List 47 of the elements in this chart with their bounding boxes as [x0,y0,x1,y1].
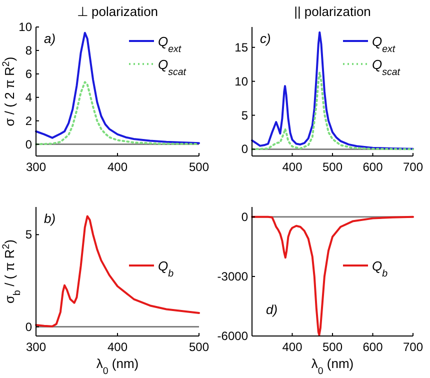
x-tick-label: 600 [362,340,384,354]
annotation: a) [44,31,56,46]
x-axis-title: λ$_{0}$ (nm) [96,356,139,376]
y-tick-label: 5 [25,228,32,242]
annotation: d) [266,302,278,317]
x-tick-label: 300 [26,340,46,354]
annotation: c) [260,31,271,46]
line-series [35,81,200,146]
y-tick-label: 0 [25,320,32,334]
x-tick-label: 300 [26,160,46,174]
x-tick-label: 500 [322,160,343,174]
y-tick-label: 0 [241,142,248,156]
x-axis-title: λ$_{0}$ (nm) [311,356,354,376]
y-tick-label: 0 [241,210,248,224]
line-series [35,215,200,328]
legend-label: Q$_{b}$ [372,258,388,279]
y-tick-label: 2 [25,114,32,128]
x-tick-label: 400 [282,340,303,354]
x-tick-label: 500 [188,160,210,174]
x-tick-label: 400 [107,160,128,174]
y-tick-label: 15 [234,40,248,54]
x-tick-label: 600 [362,160,384,174]
y-tick-label: 8 [25,43,32,58]
legend-label: Q$_{ext}$ [158,34,182,54]
annotation: b) [44,211,56,226]
legend-label: Q$_{ext}$ [372,34,396,54]
line-series [35,32,200,144]
y-tick-label: 10 [234,74,248,88]
chart-title: ⊥ polarization [76,4,158,19]
x-tick-label: 500 [322,340,343,354]
x-tick-label: 400 [282,160,303,174]
legend-label: Q$_{scat}$ [372,57,402,78]
y-tick-label: 6 [25,66,32,81]
y-tick-label: -3000 [217,269,248,284]
line-series [251,31,414,150]
y-tick-label: 5 [241,108,248,122]
x-tick-label: 700 [402,340,424,354]
legend-label: Q$_{scat}$ [158,57,188,78]
chart-title: || polarization [294,4,371,19]
legend-label: Q$_{b}$ [158,258,174,279]
y-tick-label: 0 [25,137,32,152]
y-tick-label: -6000 [217,329,248,343]
y-tick-label: 4 [25,90,32,104]
y-tick-label: 10 [18,20,32,34]
x-tick-label: 500 [188,340,210,354]
x-tick-label: 700 [402,160,424,174]
x-tick-label: 400 [107,340,128,354]
